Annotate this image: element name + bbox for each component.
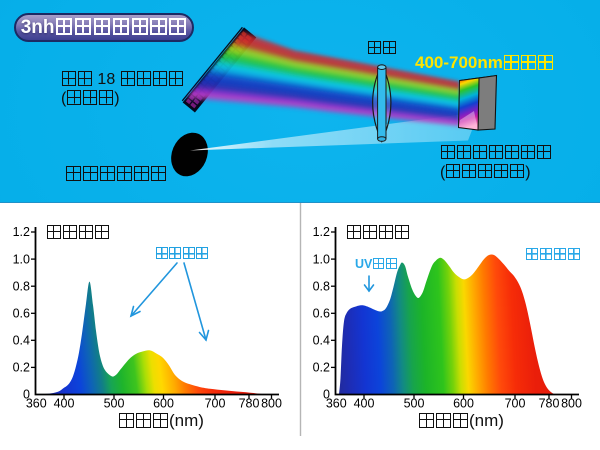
svg-text:0.8: 0.8 bbox=[313, 279, 330, 293]
svg-text:0.4: 0.4 bbox=[313, 334, 330, 348]
svg-text:0: 0 bbox=[323, 388, 330, 402]
svg-text:0.4: 0.4 bbox=[13, 334, 30, 348]
svg-text:700: 700 bbox=[205, 397, 226, 411]
svg-text:0.2: 0.2 bbox=[13, 361, 30, 375]
svg-text:360: 360 bbox=[326, 397, 347, 411]
svg-text:500: 500 bbox=[404, 397, 425, 411]
svg-text:1.0: 1.0 bbox=[13, 252, 30, 266]
svg-text:0.8: 0.8 bbox=[13, 279, 30, 293]
svg-text:0.6: 0.6 bbox=[313, 307, 330, 321]
svg-text:780: 780 bbox=[239, 397, 260, 411]
svg-text:800: 800 bbox=[261, 397, 282, 411]
svg-text:600: 600 bbox=[453, 397, 474, 411]
svg-text:1.2: 1.2 bbox=[313, 225, 330, 239]
svg-text:1.2: 1.2 bbox=[13, 225, 30, 239]
svg-text:0.2: 0.2 bbox=[313, 361, 330, 375]
svg-text:780: 780 bbox=[539, 397, 560, 411]
svg-text:700: 700 bbox=[505, 397, 526, 411]
svg-text:0: 0 bbox=[23, 388, 30, 402]
svg-text:360: 360 bbox=[26, 397, 47, 411]
svg-text:1.0: 1.0 bbox=[313, 252, 330, 266]
svg-text:400: 400 bbox=[54, 397, 75, 411]
svg-text:600: 600 bbox=[153, 397, 174, 411]
svg-text:400: 400 bbox=[354, 397, 375, 411]
svg-text:800: 800 bbox=[561, 397, 582, 411]
svg-text:0.6: 0.6 bbox=[13, 307, 30, 321]
svg-text:500: 500 bbox=[104, 397, 125, 411]
